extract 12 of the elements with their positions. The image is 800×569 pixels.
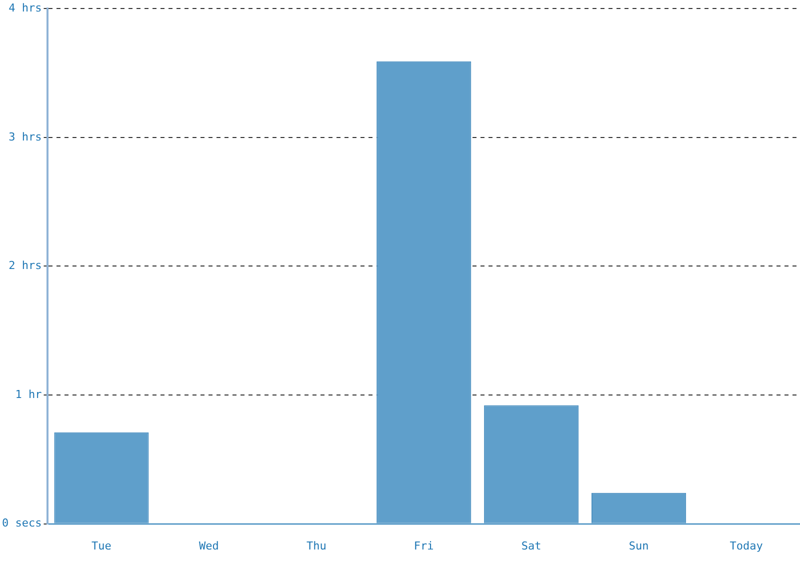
x-tick-label: Thu — [306, 539, 326, 552]
x-tick-label: Wed — [198, 539, 219, 552]
x-tick-label: Today — [730, 539, 764, 552]
x-tick-label: Fri — [414, 539, 434, 552]
x-tick-label: Tue — [92, 539, 112, 552]
y-tick-label: 2 hrs — [8, 259, 42, 272]
y-tick-label: 1 hr — [15, 388, 42, 401]
x-tick-label: Sun — [628, 539, 649, 552]
y-tick-label: 3 hrs — [8, 130, 42, 144]
y-tick-label: 0 secs — [2, 516, 42, 530]
x-tick-label: Sat — [521, 539, 542, 552]
y-tick-label: 4 hrs — [8, 1, 42, 14]
